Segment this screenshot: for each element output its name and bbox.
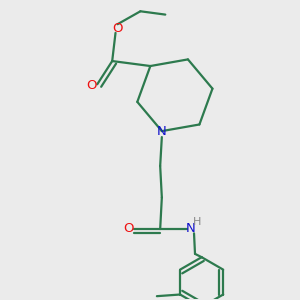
- Text: N: N: [157, 124, 167, 138]
- Text: O: O: [123, 223, 134, 236]
- Text: N: N: [186, 223, 196, 236]
- Text: O: O: [87, 80, 97, 92]
- Text: H: H: [193, 217, 202, 227]
- Text: O: O: [112, 22, 122, 35]
